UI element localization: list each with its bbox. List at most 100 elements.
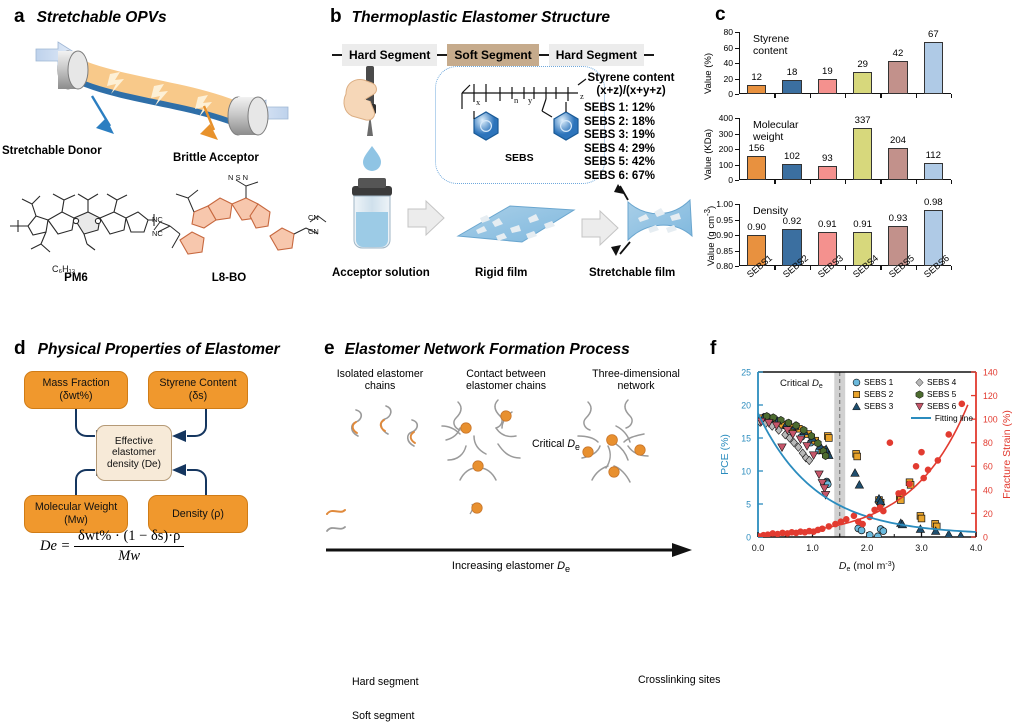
data-point bbox=[808, 451, 819, 460]
legend-label: SEBS 2 bbox=[864, 389, 894, 399]
svg-text:N S N: N S N bbox=[228, 173, 248, 182]
bar bbox=[817, 79, 838, 94]
series-sebs-6 bbox=[758, 417, 831, 500]
panel-d-header: d Physical Properties of Elastomer bbox=[14, 338, 280, 360]
svg-text:NC: NC bbox=[152, 215, 163, 224]
panel-b-letter: b bbox=[330, 6, 342, 27]
rigid-film bbox=[456, 205, 576, 243]
data-point bbox=[850, 468, 860, 477]
process-flow-illustration bbox=[343, 66, 693, 256]
y-tick-mark bbox=[735, 63, 739, 65]
bar bbox=[923, 162, 944, 180]
legend-row: SEBS 3 SEBS 6 bbox=[852, 400, 975, 412]
y-axis-title: Value (g cm-3) bbox=[703, 205, 718, 266]
data-point bbox=[802, 442, 812, 451]
y-tick-label: 200 bbox=[718, 144, 733, 154]
legend-label: SEBS 4 bbox=[927, 377, 957, 387]
left-y-axis-title: PCE (%) bbox=[719, 434, 731, 475]
bar bbox=[782, 228, 802, 266]
data-point bbox=[777, 443, 787, 453]
x-tick-mark bbox=[880, 266, 882, 270]
bar bbox=[746, 235, 767, 266]
right-y-tick-label: 100 bbox=[983, 415, 998, 425]
svg-text:z: z bbox=[580, 91, 584, 101]
x-tick-mark bbox=[951, 266, 953, 270]
brittle-acceptor-label: Brittle Acceptor bbox=[173, 152, 259, 164]
series-sebs-1 bbox=[758, 413, 888, 537]
x-tick-mark bbox=[880, 180, 882, 184]
sebs-label: SEBS bbox=[505, 152, 534, 164]
data-point bbox=[814, 470, 824, 480]
y-tick-mark bbox=[735, 133, 739, 135]
left-y-tick-label: 15 bbox=[741, 433, 751, 443]
panel-e-title: Elastomer Network Formation Process bbox=[344, 341, 630, 358]
panel-e-letter: e bbox=[324, 338, 335, 359]
bar-value-label: 93 bbox=[821, 152, 833, 164]
chart-legend: SEBS 1 SEBS 4 SEBS 2 SEBS 5 SEBS 3 SEBS … bbox=[852, 376, 975, 424]
data-point bbox=[822, 451, 830, 460]
x-tick-mark bbox=[951, 180, 953, 184]
plot-area bbox=[739, 118, 951, 180]
bar-value-label: 337 bbox=[854, 114, 871, 126]
y-tick-mark bbox=[735, 94, 739, 96]
y-tick-label: 0 bbox=[728, 89, 733, 99]
panel-b-title: Thermoplastic Elastomer Structure bbox=[351, 9, 611, 26]
panel-d-title: Physical Properties of Elastomer bbox=[37, 341, 280, 358]
legend-label: Fitting line bbox=[934, 413, 973, 423]
data-point bbox=[817, 479, 828, 488]
legend-row: Fitting line bbox=[852, 412, 975, 424]
panel-e-network-formation: e Elastomer Network Formation Process Is… bbox=[320, 330, 720, 722]
y-tick-label: 20 bbox=[723, 73, 733, 84]
soft-segment-legend: Soft segment bbox=[326, 521, 414, 722]
list-item: SEBS 1: 12% bbox=[584, 102, 655, 114]
data-point bbox=[842, 516, 850, 523]
data-point bbox=[918, 448, 925, 456]
data-point bbox=[805, 455, 814, 466]
data-point bbox=[958, 400, 966, 408]
styrene-list: SEBS 1: 12% SEBS 2: 18% SEBS 3: 19% SEBS… bbox=[571, 102, 691, 184]
bar-value-label: 0.91 bbox=[817, 218, 837, 230]
data-point bbox=[957, 530, 965, 537]
left-y-tick-label: 5 bbox=[746, 499, 751, 509]
increasing-de-arrow bbox=[326, 543, 692, 557]
bar-value-label: 0.91 bbox=[853, 218, 872, 230]
right-y-tick-label: 140 bbox=[983, 367, 998, 377]
molecular-weight-label: Molecular Weight (Mw) bbox=[34, 501, 118, 526]
list-item: SEBS 4: 29% bbox=[584, 142, 655, 155]
data-point bbox=[912, 462, 920, 470]
x-tick-label: 0.0 bbox=[752, 543, 765, 553]
bar-value-label: 29 bbox=[857, 58, 868, 70]
circle-marker-icon bbox=[852, 378, 861, 386]
network-formation-illustration bbox=[350, 399, 649, 483]
l8bo-name: L8-BO bbox=[211, 272, 247, 284]
data-point bbox=[854, 480, 865, 489]
data-point bbox=[794, 442, 803, 452]
right-y-tick-label: 120 bbox=[983, 391, 998, 401]
list-item: SEBS 5: 42% bbox=[584, 156, 655, 169]
x-tick-mark bbox=[845, 180, 847, 184]
right-y-tick-label: 0 bbox=[983, 532, 988, 542]
bar bbox=[746, 84, 767, 94]
bar-value-label: 112 bbox=[925, 149, 941, 161]
bar-value-label: 204 bbox=[889, 135, 906, 147]
data-point bbox=[814, 439, 822, 448]
y-tick-mark bbox=[735, 219, 739, 221]
pm6-molecular-structure: C₆H₁₃ bbox=[10, 193, 155, 274]
right-y-tick-label: 40 bbox=[983, 485, 993, 495]
x-tick-mark bbox=[809, 180, 811, 184]
x-tick-label: 3.0 bbox=[915, 543, 928, 553]
molecular-weight-box: Molecular Weight (Mw) bbox=[24, 495, 128, 533]
data-point bbox=[795, 435, 806, 445]
hard-segment-chip-left: Hard Segment bbox=[342, 44, 438, 66]
y-axis-title: Value (%) bbox=[703, 52, 714, 94]
hexagon-marker-icon bbox=[915, 390, 924, 399]
droplet bbox=[363, 146, 381, 171]
y-tick-mark bbox=[735, 149, 739, 151]
bar-value-label: 0.93 bbox=[888, 212, 908, 224]
bar-value-label: 12 bbox=[751, 71, 762, 83]
hard-segment-legend-label: Hard segment bbox=[352, 676, 419, 688]
x-tick-mark bbox=[809, 266, 811, 270]
diamond-marker-icon bbox=[915, 377, 924, 387]
styrene-content-label: Styrene Content (δs) bbox=[159, 377, 237, 402]
segment-dash-mid-left bbox=[437, 54, 448, 56]
